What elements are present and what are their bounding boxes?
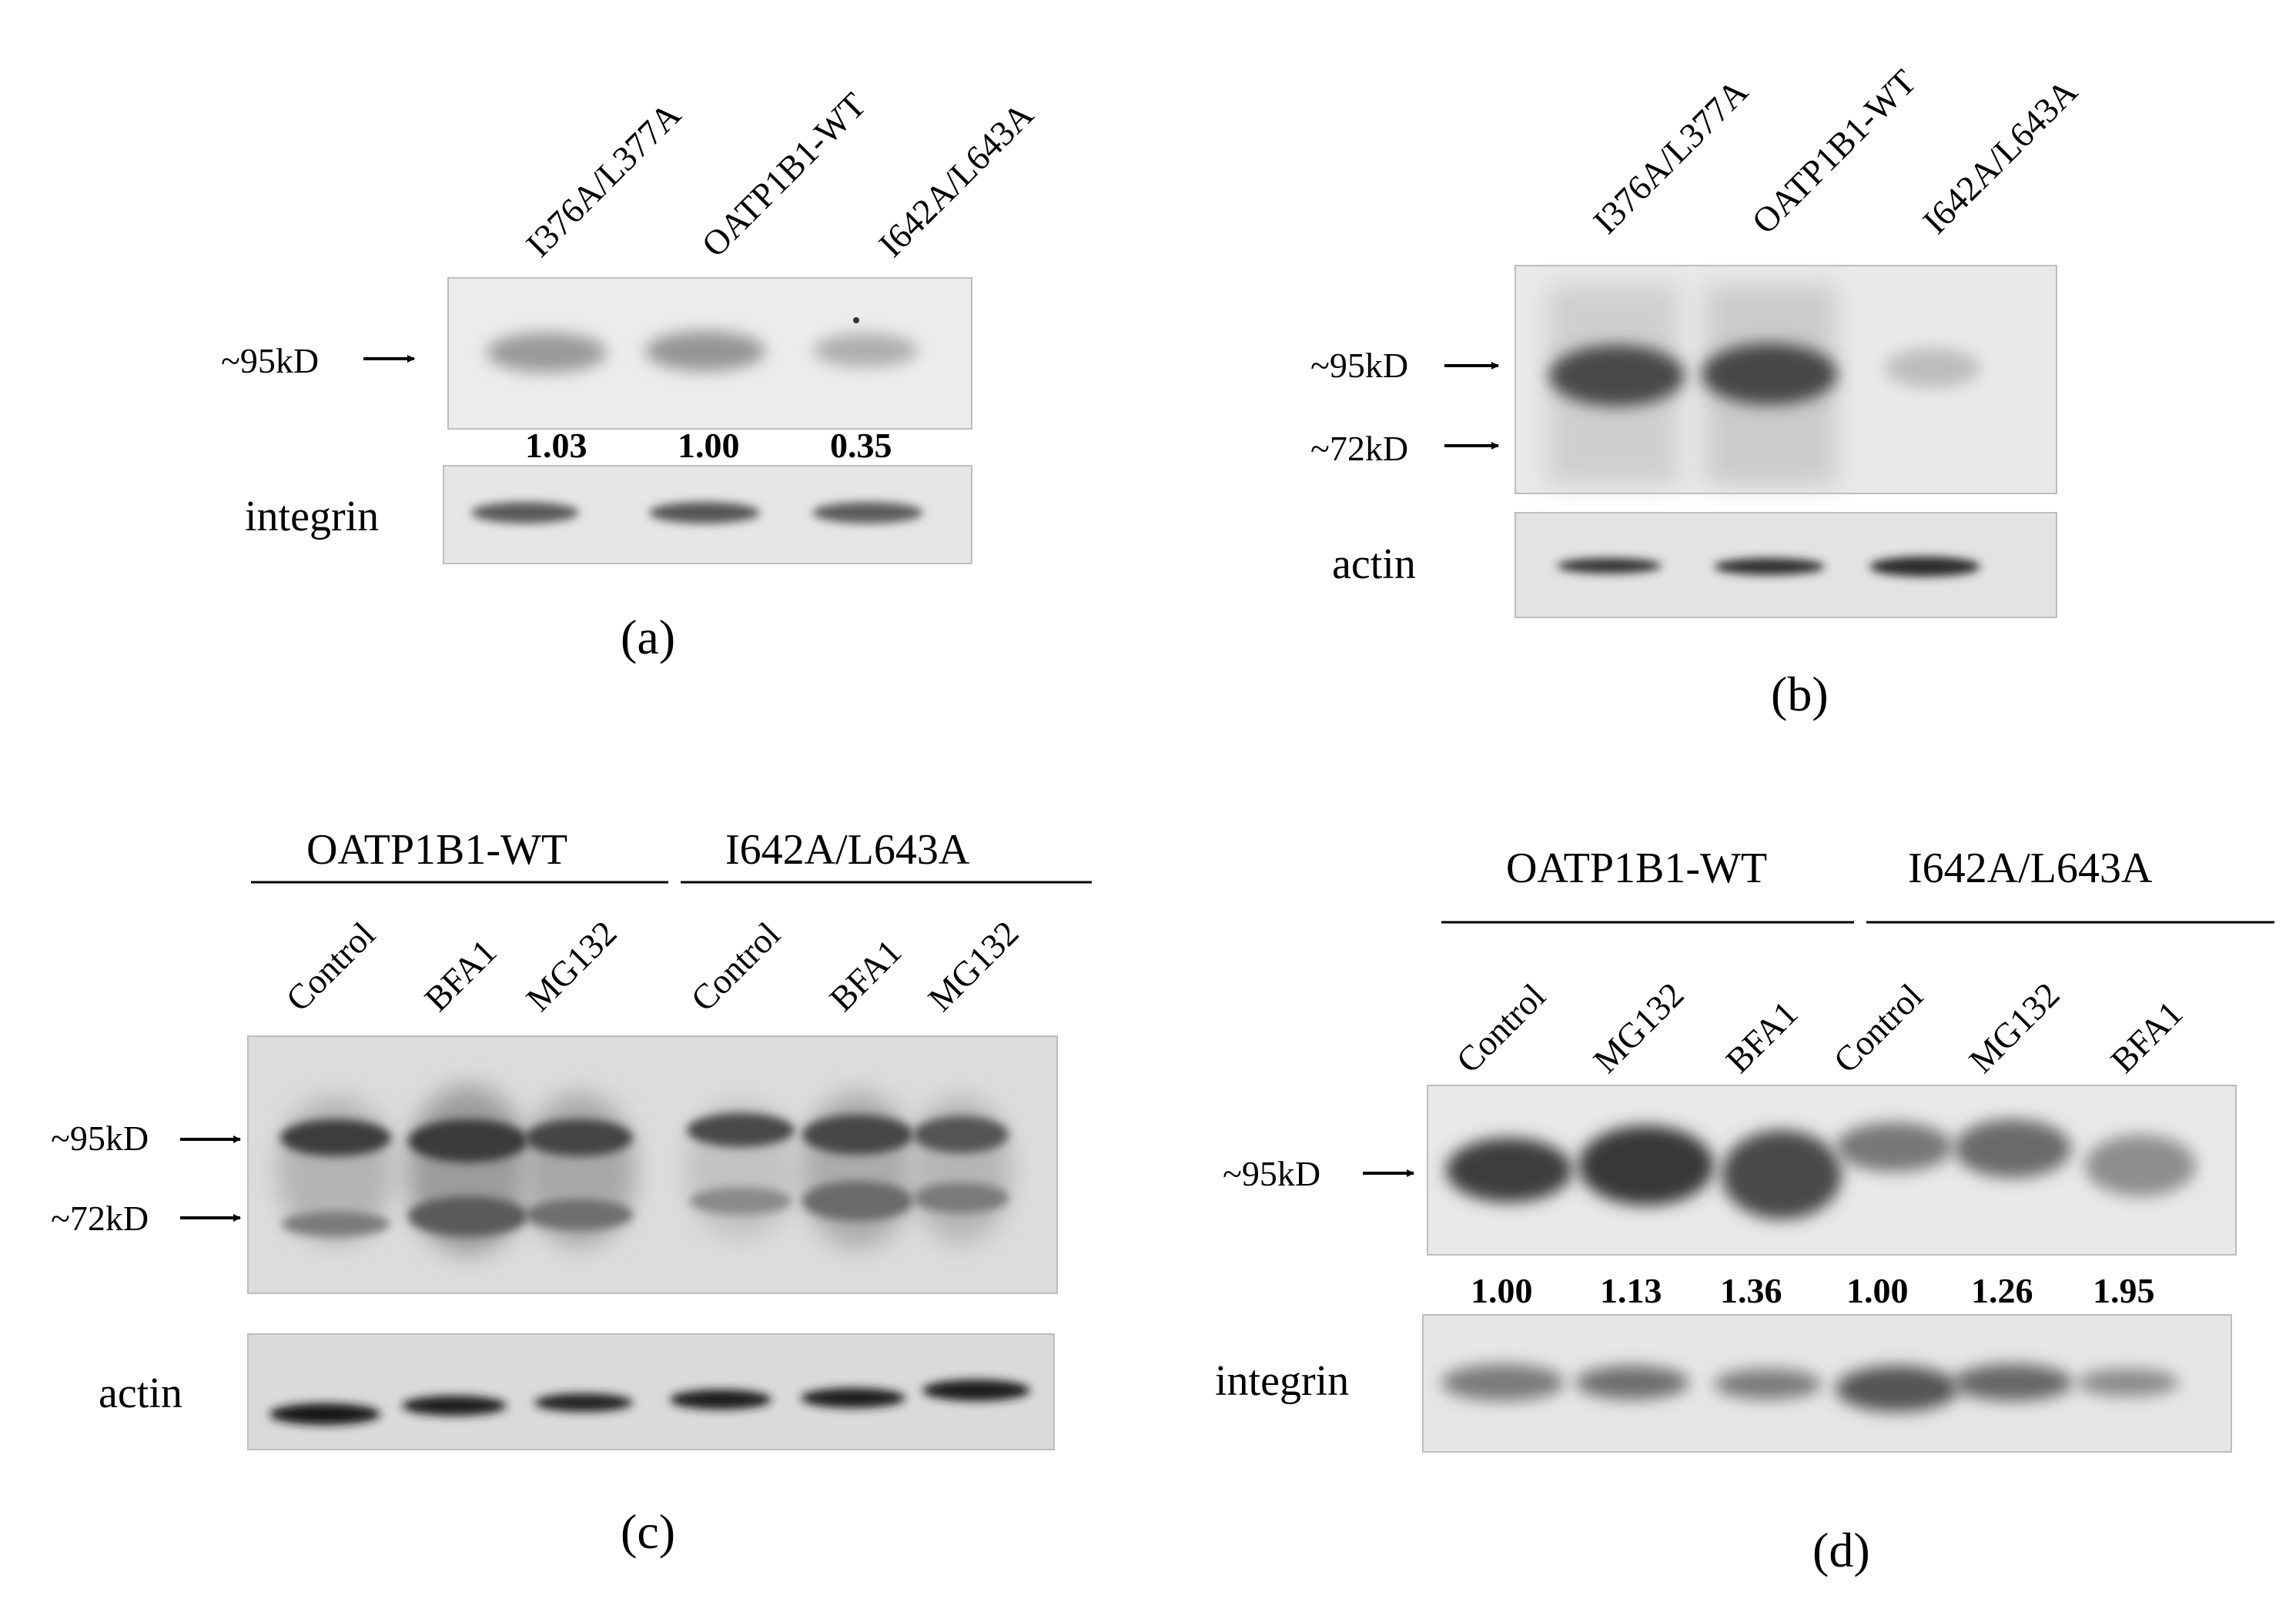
panel-c-marker-72kd: ~72kD xyxy=(51,1199,149,1238)
panel-d-band-lane-4 xyxy=(1836,1122,1953,1172)
panel-a-band-lane-3 xyxy=(813,333,918,367)
panel-c-blot-main xyxy=(247,1035,1058,1294)
panel-c-loading-label: actin xyxy=(99,1370,182,1417)
panel-c-group-label-2: I642A/L643A xyxy=(725,826,970,874)
panel-a-quant-2: 1.00 xyxy=(678,426,740,465)
panel-c-band-lane-1 xyxy=(280,1119,391,1156)
panel-c-band-lane-5 xyxy=(802,1115,913,1155)
panel-c-caption: (c) xyxy=(621,1504,676,1559)
panel-c-blot-actin xyxy=(247,1333,1055,1450)
panel-a-blot-integrin xyxy=(443,465,972,564)
panel-d-group-label-1: OATP1B1-WT xyxy=(1506,844,1768,892)
panel-b-caption: (b) xyxy=(1771,667,1829,721)
panel-b-marker-72kd: ~72kD xyxy=(1310,429,1409,468)
panel-d-quant-6: 1.95 xyxy=(2093,1271,2155,1310)
panel-a-quant-1: 1.03 xyxy=(525,426,587,465)
panel-a-blot-main xyxy=(447,277,972,430)
panel-d-blot-main xyxy=(1427,1085,2237,1256)
panel-d-band-lane-5 xyxy=(1954,1119,2071,1178)
panel-c-band-lane-4 xyxy=(687,1113,795,1147)
panel-c-group-label-1: OATP1B1-WT xyxy=(306,826,568,874)
panel-a-band-lane-2 xyxy=(645,331,765,371)
panel-d-band-lane-1 xyxy=(1446,1138,1572,1202)
panel-a-caption: (a) xyxy=(621,610,676,664)
panel-d-marker-95kd: ~95kD xyxy=(1223,1154,1321,1193)
panel-a-band-lane-1 xyxy=(487,333,607,373)
panel-d-group-label-2: I642A/L643A xyxy=(1908,844,2153,892)
panel-b-blot-main xyxy=(1514,265,2057,494)
panel-d-band-lane-2 xyxy=(1578,1125,1714,1206)
panel-d-blot-integrin xyxy=(1422,1314,2232,1453)
panel-d-quant-3: 1.36 xyxy=(1720,1271,1782,1310)
panel-b-marker-95kd: ~95kD xyxy=(1310,346,1409,385)
panel-b-band-lane-1 xyxy=(1549,345,1685,406)
panel-c-band-lane-2 xyxy=(408,1119,528,1162)
panel-d-band-lane-6 xyxy=(2085,1135,2196,1196)
panel-a-quant-3: 0.35 xyxy=(830,426,892,465)
panel-d-caption: (d) xyxy=(1812,1523,1870,1577)
panel-b-band-lane-3 xyxy=(1885,348,1980,388)
panel-d-quant-2: 1.13 xyxy=(1600,1271,1662,1310)
panel-c-marker-95kd: ~95kD xyxy=(51,1119,149,1158)
panel-a-marker-95kd: ~95kD xyxy=(221,341,320,380)
panel-b-band-lane-2 xyxy=(1702,343,1837,405)
panel-c-band-lane-3 xyxy=(525,1119,633,1156)
panel-c-band-lane-6 xyxy=(913,1116,1009,1153)
panel-d-loading-label: integrin xyxy=(1215,1357,1350,1405)
panel-d-quant-1: 1.00 xyxy=(1471,1271,1533,1310)
panel-d-band-lane-3 xyxy=(1722,1130,1842,1219)
panel-d-quant-4: 1.00 xyxy=(1846,1271,1909,1310)
panel-d-quant-5: 1.26 xyxy=(1971,1271,2033,1310)
panel-b-loading-label: actin xyxy=(1332,540,1416,588)
panel-a-loading-label: integrin xyxy=(245,493,380,540)
panel-b-blot-actin xyxy=(1514,512,2057,618)
